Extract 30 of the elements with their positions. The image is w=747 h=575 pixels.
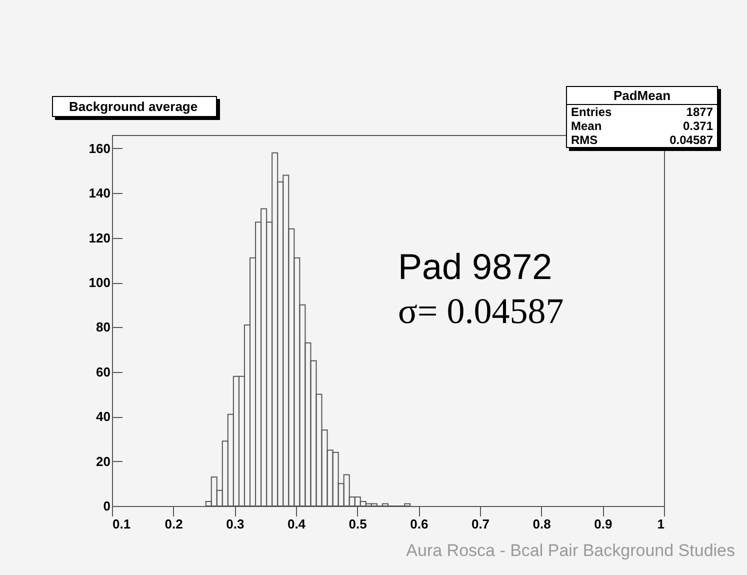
text: Entries [571, 105, 612, 119]
chart-title: Background average [52, 96, 217, 117]
x-tick-label: 0.2 [164, 516, 183, 532]
y-tick-label: 140 [88, 186, 110, 201]
annotation: RMS [571, 133, 598, 147]
x-tick-label: 0.8 [532, 516, 551, 532]
annotation: Pad 9872 [398, 245, 554, 289]
y-tick-label: 20 [96, 454, 110, 469]
text: 0.04587 [670, 133, 713, 147]
y-tick-label: 60 [96, 364, 110, 380]
y-tick-label: 120 [88, 230, 110, 246]
annotation: σ= 0.04587 [398, 290, 564, 333]
y-tick-label: 100 [88, 275, 110, 290]
x-tick-label: 0.5 [348, 516, 367, 532]
x-tick-label: 0.1 [112, 516, 131, 532]
text: Aura Rosca - Bcal Pair Background Studies [406, 541, 735, 561]
x-tick-label: 1 [657, 516, 664, 532]
x-tick-label: 0.9 [594, 516, 612, 532]
x-tick-label: 0.4 [287, 516, 306, 532]
text: 0.371 [682, 119, 713, 133]
x-tick-label: 0.3 [226, 516, 244, 532]
x-tick-label: 0.6 [410, 516, 428, 532]
y-tick-label: 0 [103, 498, 110, 514]
text: 1877 [686, 105, 713, 119]
text: Mean [571, 119, 602, 133]
legend-title: PadMean [567, 87, 717, 105]
x-tick-label: 0.7 [471, 516, 490, 532]
y-tick-label: 80 [96, 320, 110, 335]
y-tick-label: 40 [96, 409, 110, 424]
y-tick-label: 160 [88, 140, 110, 156]
